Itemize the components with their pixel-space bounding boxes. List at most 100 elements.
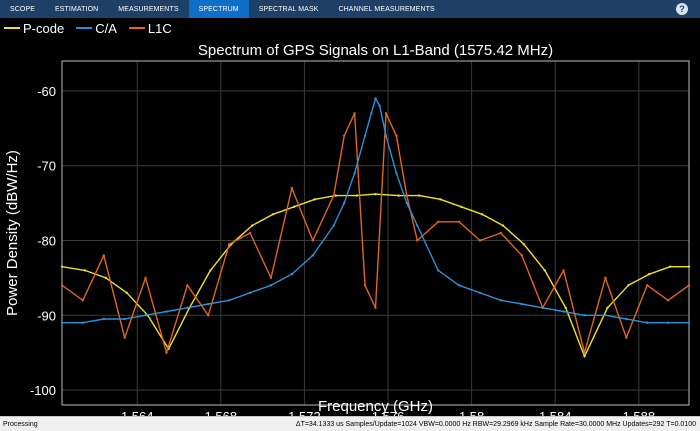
- data-point: [437, 269, 440, 272]
- data-point: [104, 276, 108, 280]
- x-tick-label: 1.568: [205, 409, 238, 416]
- data-point: [522, 243, 526, 246]
- data-point: [625, 317, 628, 321]
- question-mark-icon[interactable]: ?: [676, 3, 688, 15]
- data-point: [418, 194, 421, 197]
- x-tick-label: 1.572: [288, 409, 321, 416]
- axes-background: [62, 61, 689, 405]
- data-point: [165, 351, 168, 354]
- data-point: [269, 276, 273, 280]
- data-point: [439, 198, 442, 201]
- data-point: [562, 310, 565, 313]
- data-point: [342, 201, 346, 205]
- data-point: [687, 321, 691, 324]
- data-point: [290, 272, 294, 276]
- data-point: [541, 306, 544, 309]
- data-point: [627, 284, 630, 287]
- data-point: [355, 194, 358, 197]
- data-point: [332, 224, 335, 227]
- data-point: [83, 269, 87, 272]
- data-point: [186, 284, 189, 287]
- x-tick-label: 1.58: [459, 409, 484, 416]
- legend-item-ca[interactable]: C/A: [76, 21, 117, 36]
- y-axis-label: Power Density (dBW/Hz): [4, 150, 21, 316]
- data-point: [248, 231, 252, 235]
- data-point: [186, 306, 189, 309]
- data-point: [334, 194, 337, 197]
- data-point: [378, 104, 381, 108]
- data-point: [384, 134, 388, 137]
- data-point: [459, 205, 463, 209]
- data-point: [342, 134, 346, 137]
- data-point: [457, 284, 461, 287]
- data-point: [384, 112, 388, 115]
- data-point: [125, 291, 128, 295]
- data-point: [604, 314, 607, 317]
- tab-channel-measurements[interactable]: CHANNEL MEASUREMENTS: [338, 5, 435, 13]
- data-point: [646, 321, 649, 324]
- tab-spectrum[interactable]: SPECTRUM: [188, 0, 249, 18]
- data-point: [583, 351, 586, 354]
- data-point: [311, 239, 314, 242]
- data-point: [646, 284, 649, 287]
- status-metrics: ΔT=34.1333 us Samples/Update=1024 VBW=0.…: [295, 420, 696, 428]
- y-tick-label: -70: [37, 159, 56, 174]
- data-point: [437, 220, 440, 223]
- data-point: [228, 299, 231, 302]
- data-point: [60, 321, 64, 324]
- data-point: [60, 265, 64, 268]
- tab-scope[interactable]: SCOPE: [10, 5, 36, 13]
- data-point: [363, 284, 367, 287]
- data-point: [332, 194, 335, 197]
- data-point: [207, 302, 210, 306]
- y-tick-label: -80: [37, 233, 56, 248]
- data-point: [457, 220, 461, 223]
- x-axis-label: Frequency (GHz): [318, 398, 433, 415]
- data-point: [250, 224, 254, 227]
- status-bar: Processing ΔT=34.1333 us Samples/Update=…: [0, 416, 700, 431]
- legend-label: C/A: [95, 20, 117, 36]
- data-point: [405, 201, 409, 205]
- tab-estimation[interactable]: ESTIMATION: [55, 5, 99, 13]
- legend-line-l1c: [128, 27, 145, 29]
- legend-item-l1c[interactable]: L1C: [128, 21, 172, 36]
- legend-line-ca: [76, 27, 93, 29]
- legend-item-p-code[interactable]: P-code: [4, 21, 64, 36]
- x-tick-label: 1.564: [121, 409, 154, 416]
- data-point: [102, 317, 106, 321]
- data-point: [499, 299, 503, 302]
- toolstrip: SCOPE ESTIMATION MEASUREMENTS SPECTRUM S…: [0, 0, 700, 18]
- data-point: [395, 171, 398, 175]
- y-tick-label: -60: [37, 84, 56, 99]
- data-point: [374, 306, 377, 309]
- data-point: [271, 213, 275, 216]
- status-text: Processing: [3, 420, 38, 428]
- legend: P-code C/A L1C: [0, 18, 700, 38]
- data-point: [416, 239, 419, 242]
- data-point: [207, 314, 210, 317]
- y-tick-label: -100: [30, 383, 56, 398]
- data-point: [228, 243, 231, 246]
- data-point: [562, 269, 565, 272]
- data-point: [666, 321, 670, 324]
- data-point: [313, 198, 317, 201]
- data-point: [353, 171, 356, 175]
- data-point: [478, 291, 482, 295]
- data-point: [583, 355, 586, 358]
- data-point: [81, 299, 85, 302]
- data-point: [478, 239, 482, 242]
- x-tick-label: 1.584: [539, 409, 572, 416]
- data-point: [353, 112, 356, 115]
- data-point: [290, 186, 294, 190]
- data-point: [144, 276, 147, 280]
- spectrum-chart[interactable]: 1.5641.5681.5721.5761.581.5841.588-100-9…: [0, 38, 700, 424]
- data-point: [123, 336, 126, 339]
- axes-frame: [61, 60, 690, 406]
- data-point: [668, 265, 672, 268]
- data-point: [209, 269, 212, 272]
- data-point: [311, 254, 314, 257]
- data-point: [292, 205, 296, 209]
- data-point: [416, 224, 419, 227]
- tab-spectral-mask[interactable]: SPECTRAL MASK: [258, 5, 319, 13]
- tab-measurements[interactable]: MEASUREMENTS: [118, 5, 179, 13]
